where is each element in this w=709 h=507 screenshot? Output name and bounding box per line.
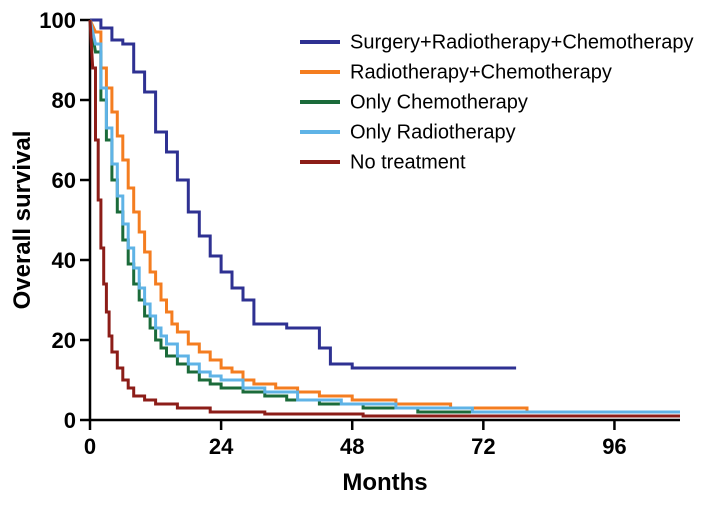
x-tick-label: 24 [209,434,234,459]
legend-label: Radiotherapy+Chemotherapy [350,61,612,83]
chart-svg: 0 24 48 72 96 0 20 40 60 80 100 Surgery+Radiothera… [0,0,709,507]
x-axis-label: Months [342,469,427,496]
x-tick-label: 0 [84,434,96,459]
y-tick-label: 20 [52,328,76,353]
legend-label: Only Chemotherapy [350,91,528,113]
y-axis-label: Overall survival [9,131,36,310]
survival-chart: 0 24 48 72 96 0 20 40 60 80 100 Surgery+Radiothera… [0,0,709,507]
y-tick-label: 100 [39,8,76,33]
y-tick-label: 0 [64,408,76,433]
legend-label: No treatment [350,151,466,173]
legend-label: Only Radiotherapy [350,121,516,143]
x-tick-label: 72 [471,434,495,459]
y-tick-label: 40 [52,248,76,273]
legend-label: Surgery+Radiotherapy+Chemotherapy [350,31,694,53]
x-tick-label: 48 [340,434,364,459]
x-tick-label: 96 [602,434,626,459]
y-tick-label: 80 [52,88,76,113]
y-tick-label: 60 [52,168,76,193]
